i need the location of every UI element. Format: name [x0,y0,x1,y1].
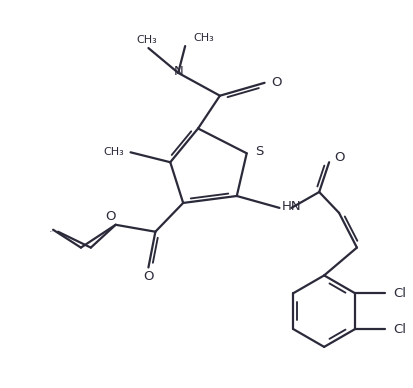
Text: O: O [334,151,344,164]
Text: N: N [173,66,183,78]
Text: S: S [255,145,263,158]
Text: HN: HN [281,201,301,213]
Text: O: O [143,270,154,283]
Text: CH₃: CH₃ [193,33,214,43]
Text: O: O [105,210,116,223]
Text: CH₃: CH₃ [136,35,157,45]
Text: O: O [271,76,282,89]
Text: Cl: Cl [393,322,406,336]
Text: CH₃: CH₃ [104,147,125,157]
Text: Cl: Cl [393,287,406,300]
Text: ethyl: ethyl [50,231,54,232]
